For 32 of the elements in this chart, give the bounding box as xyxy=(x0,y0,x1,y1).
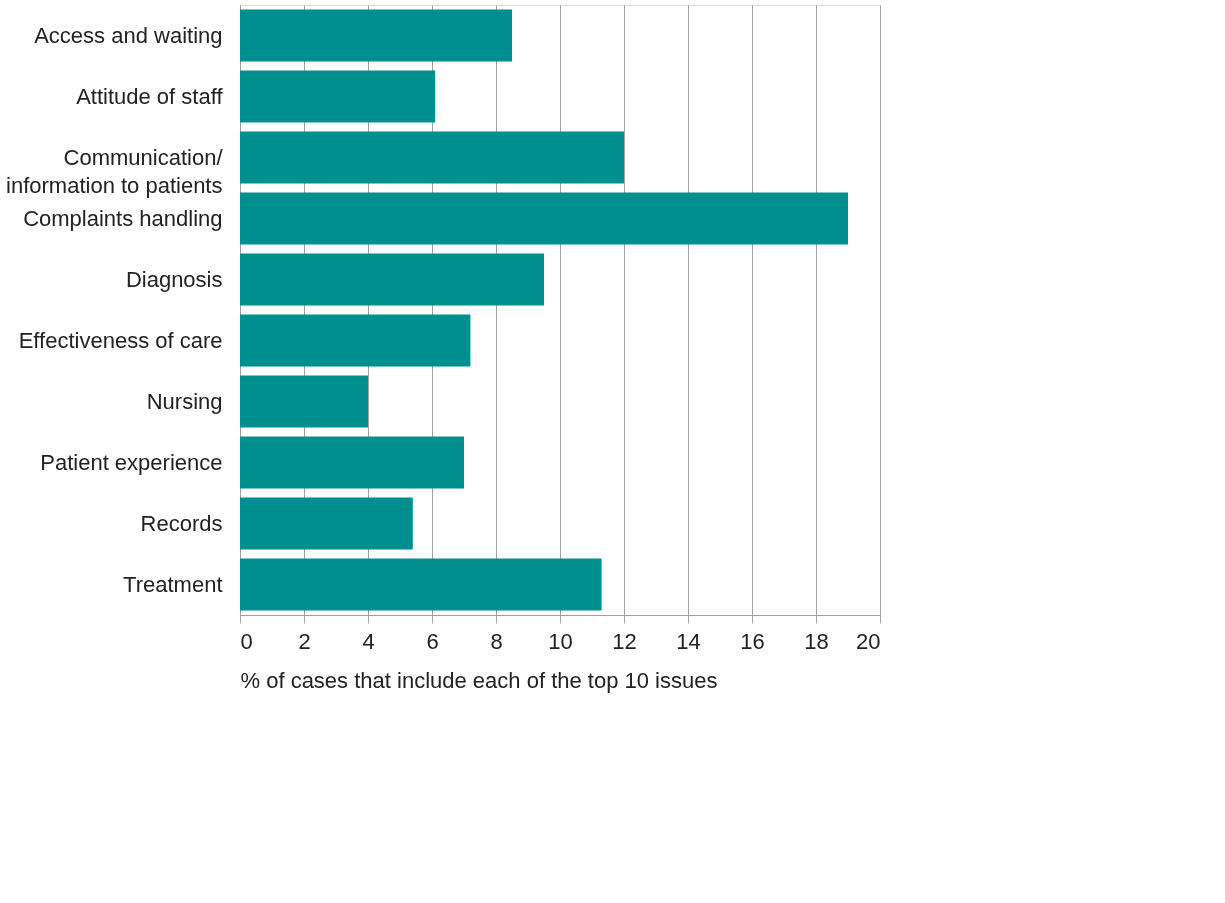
y-tick-label: Effectiveness of care xyxy=(18,327,223,353)
y-tick-label: Access and waiting xyxy=(34,22,223,48)
x-tick-label: 6 xyxy=(426,628,439,654)
bar xyxy=(240,192,848,245)
y-tick-label: Attitude of staff xyxy=(76,83,224,109)
x-axis-title: % of cases that include each of the top 10 issues xyxy=(240,667,718,693)
bar xyxy=(240,314,471,367)
bar xyxy=(240,9,512,62)
x-tick-label: 4 xyxy=(362,628,375,654)
y-tick-label: Diagnosis xyxy=(125,266,223,292)
x-tick-label: 18 xyxy=(804,628,829,654)
x-tick-label: 10 xyxy=(548,628,573,654)
y-tick-label: Patient experience xyxy=(40,449,223,475)
x-tick-label: 20 xyxy=(856,628,881,654)
bar xyxy=(240,70,436,123)
bar xyxy=(240,375,368,428)
y-tick-label: Treatment xyxy=(123,571,223,597)
x-tick-label: 2 xyxy=(298,628,311,654)
x-tick-label: 8 xyxy=(490,628,503,654)
x-tick-label: 16 xyxy=(740,628,765,654)
y-tick-label: Complaints handling xyxy=(23,205,223,231)
x-tick-label: 12 xyxy=(612,628,637,654)
bar xyxy=(240,436,464,489)
x-tick-label: 0 xyxy=(240,628,253,654)
bar xyxy=(240,131,624,184)
bar xyxy=(240,253,544,306)
x-tick-label: 14 xyxy=(676,628,701,654)
bar xyxy=(240,497,413,550)
y-tick-label: Records xyxy=(140,510,223,536)
y-tick-label: Nursing xyxy=(146,388,223,414)
bar xyxy=(240,558,602,611)
y-tick-label: Communication/ information to patients xyxy=(6,144,224,198)
